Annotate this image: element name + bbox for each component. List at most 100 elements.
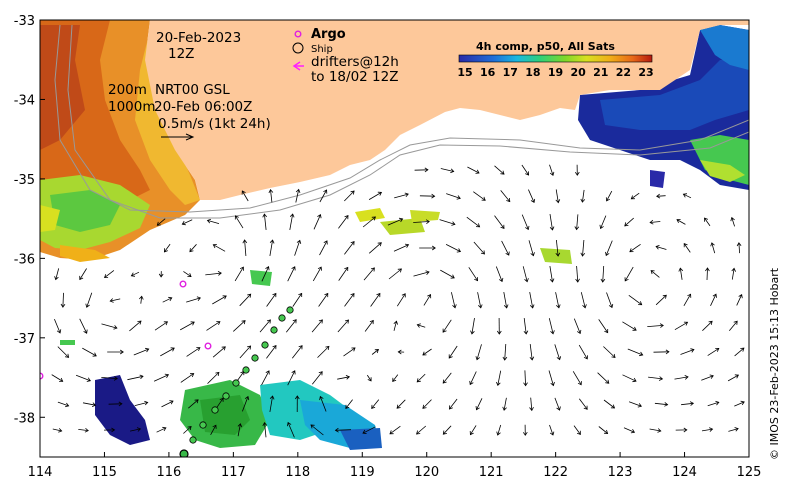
current-vector-arrow	[188, 399, 199, 409]
current-vector-arrow	[189, 244, 197, 253]
current-vector-arrow	[393, 243, 410, 252]
current-vector-arrow	[445, 244, 462, 253]
current-vector-arrow	[368, 191, 383, 200]
current-vector-arrow	[60, 292, 66, 308]
current-vector-arrow	[627, 348, 644, 357]
current-vector-arrow	[701, 374, 714, 381]
current-vector-arrow	[387, 217, 404, 226]
current-vector-arrow	[502, 343, 508, 361]
drifter-legend-icon	[292, 61, 304, 71]
argo-float-marker	[179, 280, 187, 288]
current-vector-arrow	[242, 395, 250, 412]
current-vector-arrow	[212, 295, 227, 305]
current-vector-arrow	[54, 318, 62, 334]
current-vector-arrow	[368, 242, 382, 254]
current-vector-arrow	[523, 370, 528, 387]
current-vector-arrow	[54, 268, 60, 281]
current-vector-arrow	[161, 400, 174, 408]
colorbar-ticks: 15 16 17 18 19 20 21 22 23	[457, 66, 653, 79]
current-vector-arrow	[259, 319, 271, 333]
current-vector-arrow	[287, 370, 296, 386]
current-vector-arrow	[473, 241, 485, 255]
current-vector-arrow	[470, 318, 475, 335]
colorbar-tick-label: 21	[593, 66, 608, 79]
current-vector-arrow	[57, 346, 70, 358]
current-vector-arrow	[285, 319, 297, 333]
current-time-label: 20-Feb 06:00Z	[154, 99, 252, 115]
current-vector-arrow	[580, 239, 586, 257]
current-vector-arrow	[388, 268, 402, 280]
current-vector-arrow	[130, 271, 140, 277]
current-vector-arrow	[57, 401, 70, 408]
current-vector-arrow	[655, 245, 667, 250]
current-vector-arrow	[139, 295, 144, 304]
current-vector-arrow	[183, 271, 192, 278]
colorbar-tick-label: 20	[570, 66, 586, 79]
current-vectors	[51, 164, 745, 438]
current-vector-arrow	[477, 292, 483, 309]
current-vector-arrow	[362, 216, 376, 228]
current-vector-arrow	[573, 425, 581, 435]
current-vector-arrow	[683, 293, 692, 307]
current-vector-arrow	[134, 400, 149, 406]
x-tick-label: 123	[608, 465, 633, 480]
current-vector-arrow	[212, 244, 226, 252]
current-vector-arrow	[451, 292, 457, 309]
map-area	[40, 20, 749, 457]
current-vector-arrow	[448, 345, 458, 359]
current-vector-arrow	[362, 426, 376, 434]
current-vector-arrow	[440, 269, 455, 279]
current-vector-arrow	[575, 265, 580, 283]
y-tick-label: -34	[14, 93, 35, 108]
current-vector-arrow	[529, 397, 534, 412]
current-vector-arrow	[676, 219, 686, 225]
current-vector-arrow	[522, 266, 529, 283]
current-vector-arrow	[649, 219, 661, 225]
current-vector-arrow	[419, 245, 436, 251]
current-vector-arrow	[343, 347, 356, 357]
current-vector-arrow	[597, 372, 610, 384]
current-vector-arrow	[702, 320, 713, 331]
current-vector-arrow	[422, 399, 432, 409]
current-vector-arrow	[318, 292, 329, 307]
ship-legend-label: Ship	[311, 44, 333, 55]
current-vector-arrow	[648, 376, 664, 381]
y-tick-label: -37	[14, 332, 35, 347]
current-vector-arrow	[242, 239, 248, 257]
current-vector-arrow	[603, 346, 616, 358]
current-vector-arrow	[413, 270, 430, 277]
current-vector-arrow	[439, 219, 456, 226]
current-vector-arrow	[206, 218, 220, 224]
current-vector-arrow	[707, 348, 720, 356]
current-vector-arrow	[496, 424, 502, 436]
current-vector-arrow	[416, 373, 426, 383]
current-vector-arrow	[555, 292, 561, 309]
current-vector-arrow	[239, 345, 252, 359]
current-vector-arrow	[212, 346, 226, 358]
current-vector-arrow	[294, 395, 300, 413]
current-vector-arrow	[396, 399, 406, 409]
current-vector-arrow	[605, 190, 613, 202]
current-vector-arrow	[234, 215, 244, 229]
current-vector-arrow	[475, 344, 482, 361]
current-vector-arrow	[622, 321, 637, 331]
current-vector-arrow	[389, 425, 401, 435]
current-vector-arrow	[442, 319, 452, 333]
current-vector-arrow	[473, 191, 486, 201]
current-vector-arrow	[598, 319, 609, 334]
current-vector-arrow	[678, 267, 684, 280]
current-vector-arrow	[162, 296, 173, 303]
time-label: 12Z	[168, 46, 194, 62]
current-vector-arrow	[548, 318, 555, 335]
current-vector-arrow	[469, 425, 477, 436]
current-vector-arrow	[554, 397, 561, 411]
current-vector-arrow	[500, 190, 511, 203]
date-label: 20-Feb-2023	[156, 30, 241, 46]
current-vector-arrow	[319, 240, 328, 256]
current-vector-arrow	[502, 397, 507, 411]
current-vector-arrow	[101, 323, 118, 330]
current-vector-arrow	[419, 193, 436, 199]
current-vector-arrow	[416, 425, 427, 435]
current-vector-arrow	[578, 398, 588, 410]
